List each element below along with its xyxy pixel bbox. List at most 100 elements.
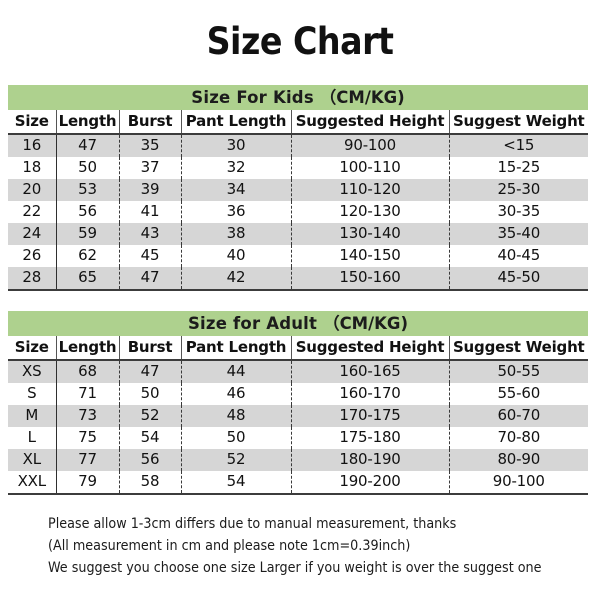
cell-suggested-height: 110-120 xyxy=(290,178,449,201)
cell-length: 59 xyxy=(55,222,119,245)
table-row: 18 50 37 32 100-110 15-25 xyxy=(8,156,588,179)
cell-suggested-height: 130-140 xyxy=(290,222,449,245)
cell-pant-length: 46 xyxy=(180,382,291,405)
cell-size: 18 xyxy=(8,156,56,179)
cell-burst: 39 xyxy=(118,178,181,201)
cell-burst: 47 xyxy=(118,359,181,383)
note-line-2: (All measurement in cm and please note 1… xyxy=(48,537,411,554)
table-header-row: Size Length Burst Pant Length Suggested … xyxy=(8,335,588,361)
cell-suggested-height: 150-160 xyxy=(290,266,449,291)
col-header-size: Size xyxy=(8,109,56,135)
table-row: XXL 79 58 54 190-200 90-100 xyxy=(8,470,588,495)
cell-suggest-weight: 90-100 xyxy=(448,470,588,495)
cell-length: 73 xyxy=(55,404,119,427)
table-row: 16 47 35 30 90-100 <15 xyxy=(8,133,588,157)
cell-size: 26 xyxy=(8,244,56,267)
cell-pant-length: 30 xyxy=(180,133,291,157)
cell-pant-length: 50 xyxy=(180,426,291,449)
table-row: L 75 54 50 175-180 70-80 xyxy=(8,426,588,449)
cell-suggest-weight: 60-70 xyxy=(448,404,588,427)
cell-length: 47 xyxy=(55,133,119,157)
cell-size: 20 xyxy=(8,178,56,201)
col-header-suggested-height: Suggested Height xyxy=(290,109,449,135)
table-row: XL 77 56 52 180-190 80-90 xyxy=(8,448,588,471)
table-row: 28 65 47 42 150-160 45-50 xyxy=(8,266,588,291)
cell-length: 68 xyxy=(55,359,119,383)
table-row: XS 68 47 44 160-165 50-55 xyxy=(8,359,588,383)
cell-suggested-height: 170-175 xyxy=(290,404,449,427)
table-band-adult: Size for Adult （CM/KG) xyxy=(8,310,588,336)
cell-length: 71 xyxy=(55,382,119,405)
cell-length: 62 xyxy=(55,244,119,267)
note-line-1: Please allow 1-3cm differs due to manual… xyxy=(48,515,457,532)
table-header-row: Size Length Burst Pant Length Suggested … xyxy=(8,109,588,135)
cell-suggest-weight: 55-60 xyxy=(448,382,588,405)
table-row: 26 62 45 40 140-150 40-45 xyxy=(8,244,588,267)
cell-length: 50 xyxy=(55,156,119,179)
cell-suggested-height: 100-110 xyxy=(290,156,449,179)
col-header-suggest-weight: Suggest Weight xyxy=(448,335,588,361)
cell-size: XL xyxy=(8,448,56,471)
size-table-kids: Size For Kids （CM/KG) Size Length Burst … xyxy=(8,84,588,291)
cell-suggest-weight: 80-90 xyxy=(448,448,588,471)
cell-suggest-weight: 30-35 xyxy=(448,200,588,223)
col-header-suggested-height: Suggested Height xyxy=(290,335,449,361)
cell-suggest-weight: 25-30 xyxy=(448,178,588,201)
cell-size: XS xyxy=(8,359,56,383)
cell-length: 77 xyxy=(55,448,119,471)
cell-suggested-height: 175-180 xyxy=(290,426,449,449)
table-row: 20 53 39 34 110-120 25-30 xyxy=(8,178,588,201)
cell-size: 28 xyxy=(8,266,56,291)
cell-pant-length: 48 xyxy=(180,404,291,427)
table-row: M 73 52 48 170-175 60-70 xyxy=(8,404,588,427)
band-unit-kids: （CM/KG) xyxy=(319,87,405,107)
col-header-burst: Burst xyxy=(118,109,181,135)
cell-pant-length: 40 xyxy=(180,244,291,267)
cell-pant-length: 36 xyxy=(180,200,291,223)
cell-suggest-weight: 35-40 xyxy=(448,222,588,245)
cell-pant-length: 42 xyxy=(180,266,291,291)
cell-burst: 37 xyxy=(118,156,181,179)
cell-burst: 43 xyxy=(118,222,181,245)
cell-suggest-weight: 40-45 xyxy=(448,244,588,267)
cell-length: 65 xyxy=(55,266,119,291)
table-row: 22 56 41 36 120-130 30-35 xyxy=(8,200,588,223)
cell-suggested-height: 140-150 xyxy=(290,244,449,267)
cell-size: XXL xyxy=(8,470,56,495)
cell-size: M xyxy=(8,404,56,427)
cell-suggest-weight: 50-55 xyxy=(448,359,588,383)
note-line-3: We suggest you choose one size Larger if… xyxy=(48,559,542,576)
cell-pant-length: 54 xyxy=(180,470,291,495)
cell-suggest-weight: 15-25 xyxy=(448,156,588,179)
cell-burst: 54 xyxy=(118,426,181,449)
col-header-length: Length xyxy=(55,109,119,135)
size-table-adult: Size for Adult （CM/KG) Size Length Burst… xyxy=(8,310,588,495)
cell-suggest-weight: 70-80 xyxy=(448,426,588,449)
cell-length: 56 xyxy=(55,200,119,223)
cell-suggest-weight: <15 xyxy=(448,133,588,157)
col-header-burst: Burst xyxy=(118,335,181,361)
col-header-suggest-weight: Suggest Weight xyxy=(448,109,588,135)
cell-suggested-height: 160-165 xyxy=(290,359,449,383)
cell-suggested-height: 120-130 xyxy=(290,200,449,223)
cell-burst: 58 xyxy=(118,470,181,495)
kids-table: Size Length Burst Pant Length Suggested … xyxy=(8,109,588,291)
cell-pant-length: 38 xyxy=(180,222,291,245)
cell-burst: 56 xyxy=(118,448,181,471)
cell-burst: 35 xyxy=(118,133,181,157)
col-header-length: Length xyxy=(55,335,119,361)
cell-suggest-weight: 45-50 xyxy=(448,266,588,291)
cell-length: 75 xyxy=(55,426,119,449)
cell-length: 53 xyxy=(55,178,119,201)
col-header-size: Size xyxy=(8,335,56,361)
cell-size: 16 xyxy=(8,133,56,157)
page-title: Size Chart xyxy=(206,20,394,63)
table-row: S 71 50 46 160-170 55-60 xyxy=(8,382,588,405)
cell-pant-length: 52 xyxy=(180,448,291,471)
table-band-kids: Size For Kids （CM/KG) xyxy=(8,84,588,110)
adult-table: Size Length Burst Pant Length Suggested … xyxy=(8,335,588,495)
band-label-adult: Size for Adult xyxy=(187,313,318,333)
cell-suggested-height: 190-200 xyxy=(290,470,449,495)
cell-burst: 50 xyxy=(118,382,181,405)
